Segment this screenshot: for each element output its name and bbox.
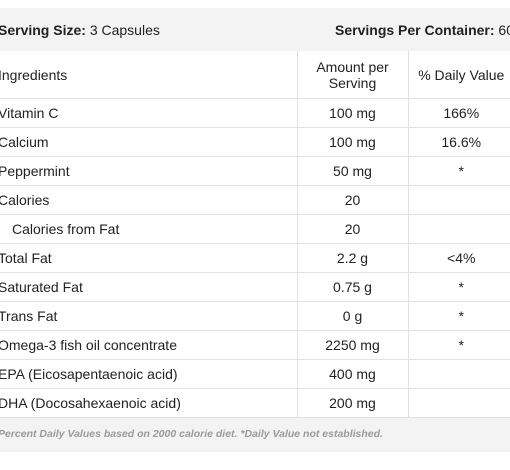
table-header-row: Ingredients Amount per Serving % Daily V… xyxy=(0,51,510,99)
ingredient-amount: 50 mg xyxy=(296,156,408,186)
table-row: Peppermint 50 mg * xyxy=(0,156,510,186)
serving-info-header: Serving Size: 3 Capsules Servings Per Co… xyxy=(0,8,510,51)
serving-size: Serving Size: 3 Capsules xyxy=(0,22,160,38)
servings-per-container-value: 60 xyxy=(498,21,510,38)
ingredient-name: Saturated Fat xyxy=(0,272,297,302)
ingredient-daily-value: <4% xyxy=(407,243,510,273)
table-row: Total Fat 2.2 g <4% xyxy=(0,243,510,273)
ingredient-daily-value xyxy=(407,359,510,389)
ingredient-name: DHA (Docosahexaenoic acid) xyxy=(0,388,297,418)
ingredient-amount: 400 mg xyxy=(296,359,408,389)
ingredient-daily-value xyxy=(407,185,510,215)
ingredients-table-wrapper: Ingredients Amount per Serving % Daily V… xyxy=(0,51,510,418)
table-row: DHA (Docosahexaenoic acid) 200 mg xyxy=(0,388,510,418)
serving-size-label: Serving Size: xyxy=(0,21,86,38)
ingredient-name: Peppermint xyxy=(0,156,297,186)
ingredient-daily-value xyxy=(407,214,510,244)
ingredient-daily-value xyxy=(407,388,510,418)
ingredient-daily-value: * xyxy=(407,301,510,331)
ingredient-name: Calcium xyxy=(0,127,297,157)
table-row: Calories 20 xyxy=(0,185,510,215)
ingredient-name: Trans Fat xyxy=(0,301,297,331)
ingredient-daily-value: * xyxy=(407,156,510,186)
table-row: Omega-3 fish oil concentrate 2250 mg * xyxy=(0,330,510,360)
ingredient-daily-value: 16.6% xyxy=(407,127,510,157)
column-header-ingredients: Ingredients xyxy=(0,51,297,99)
ingredient-name: Omega-3 fish oil concentrate xyxy=(0,330,297,360)
ingredient-amount: 100 mg xyxy=(296,127,408,157)
supplement-facts-panel: Serving Size: 3 Capsules Servings Per Co… xyxy=(0,8,510,452)
ingredient-amount: 2.2 g xyxy=(296,243,408,273)
ingredient-amount: 20 xyxy=(296,185,408,215)
ingredients-table: Ingredients Amount per Serving % Daily V… xyxy=(0,51,510,418)
table-row: EPA (Eicosapentaenoic acid) 400 mg xyxy=(0,359,510,389)
ingredient-amount: 0.75 g xyxy=(296,272,408,302)
ingredient-amount: 100 mg xyxy=(296,98,408,128)
ingredient-amount: 0 g xyxy=(296,301,408,331)
ingredient-name: EPA (Eicosapentaenoic acid) xyxy=(0,359,297,389)
ingredient-name: Total Fat xyxy=(0,243,297,273)
servings-per-container-label: Servings Per Container: xyxy=(335,21,495,38)
daily-value-footnote: Percent Daily Values based on 2000 calor… xyxy=(0,428,383,440)
ingredient-amount: 2250 mg xyxy=(296,330,408,360)
table-row: Trans Fat 0 g * xyxy=(0,301,510,331)
ingredient-name: Calories from Fat xyxy=(0,214,297,244)
ingredient-daily-value: * xyxy=(407,330,510,360)
ingredient-amount: 20 xyxy=(296,214,408,244)
ingredient-name: Calories xyxy=(0,185,297,215)
ingredient-amount: 200 mg xyxy=(296,388,408,418)
table-row: Calcium 100 mg 16.6% xyxy=(0,127,510,157)
ingredient-name: Vitamin C xyxy=(0,98,297,128)
table-row: Calories from Fat 20 xyxy=(0,214,510,244)
table-row: Saturated Fat 0.75 g * xyxy=(0,272,510,302)
ingredient-daily-value: 166% xyxy=(407,98,510,128)
ingredient-daily-value: * xyxy=(407,272,510,302)
servings-per-container: Servings Per Container: 60 xyxy=(335,22,510,38)
table-row: Vitamin C 100 mg 166% xyxy=(0,98,510,128)
column-header-daily-value: % Daily Value xyxy=(407,51,510,99)
serving-size-value: 3 Capsules xyxy=(89,21,160,38)
column-header-amount: Amount per Serving xyxy=(296,51,408,99)
